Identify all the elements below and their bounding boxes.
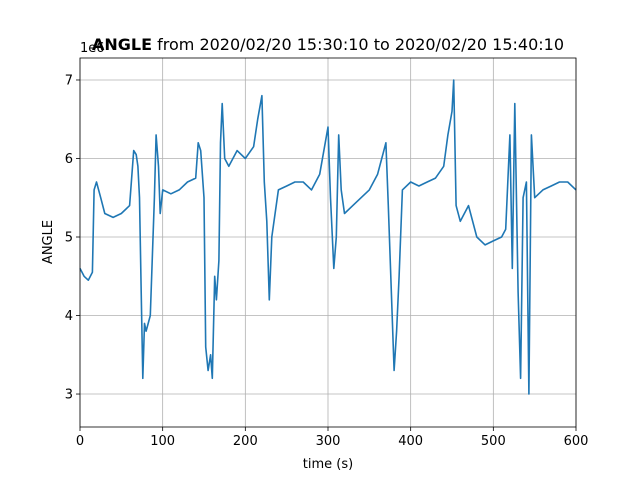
x-tick-label: 0: [76, 434, 84, 449]
plot-area: [79, 79, 577, 395]
x-axis-label: time (s): [303, 457, 353, 472]
chart-title: ANGLE from 2020/02/20 15:30:10 to 2020/0…: [92, 35, 564, 54]
x-tick-label: 200: [233, 434, 258, 449]
grid-lines: [79, 58, 577, 427]
y-axis-label: ANGLE: [41, 220, 56, 264]
y-tick-label: 7: [65, 73, 73, 88]
x-tick-label: 300: [316, 434, 341, 449]
x-tick-label: 500: [481, 434, 506, 449]
angle-series-line: [79, 79, 577, 395]
chart-title-bold: ANGLE: [92, 35, 152, 54]
y-tick-label: 5: [65, 231, 73, 246]
y-tick-label: 3: [65, 388, 73, 403]
y-tick-label: 6: [65, 152, 73, 167]
y-tick-label: 4: [65, 309, 73, 324]
x-tick-label: 400: [398, 434, 423, 449]
x-tick-label: 600: [564, 434, 589, 449]
axis-ticks: 0 100 200 300 400 500 600 3 4 5 6 7: [65, 73, 589, 449]
chart-title-rest: from 2020/02/20 15:30:10 to 2020/02/20 1…: [152, 35, 564, 54]
y-offset-text: 1e6: [80, 41, 105, 56]
x-tick-label: 100: [150, 434, 175, 449]
